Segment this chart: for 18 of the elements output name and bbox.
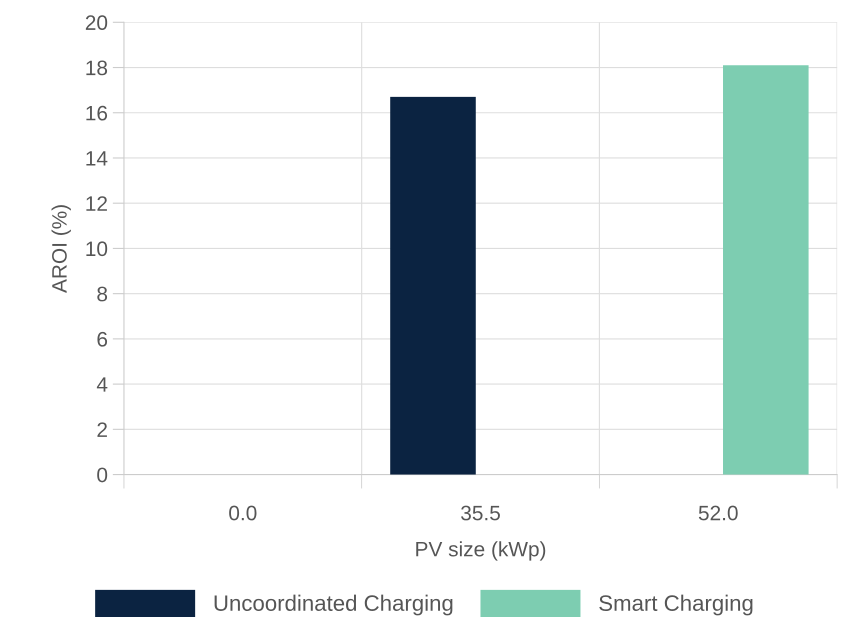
y-axis-title: AROI (%) bbox=[52, 205, 71, 293]
y-tick-label: 2 bbox=[97, 422, 107, 437]
x-tick-label: 35.5 bbox=[461, 506, 500, 520]
y-tick-label: 8 bbox=[97, 286, 108, 302]
y-tick-label: 0 bbox=[97, 468, 108, 482]
x-axis-title: PV size (kWp) bbox=[416, 541, 546, 561]
y-tick-label: 10 bbox=[86, 241, 108, 256]
y-tick-label: 18 bbox=[86, 60, 108, 76]
y-tick-label: 16 bbox=[86, 106, 108, 121]
y-tick-label: 12 bbox=[86, 196, 107, 211]
x-tick-label: 52.0 bbox=[698, 506, 738, 520]
y-tick-label: 4 bbox=[96, 377, 108, 392]
legend-label: Uncoordinated Charging bbox=[214, 594, 452, 616]
y-tick-label: 6 bbox=[97, 332, 108, 347]
y-tick-label: 14 bbox=[86, 151, 108, 166]
x-tick-label: 0.0 bbox=[229, 506, 256, 520]
legend-label: Smart Charging bbox=[599, 594, 752, 616]
y-tick-label: 20 bbox=[86, 15, 108, 30]
